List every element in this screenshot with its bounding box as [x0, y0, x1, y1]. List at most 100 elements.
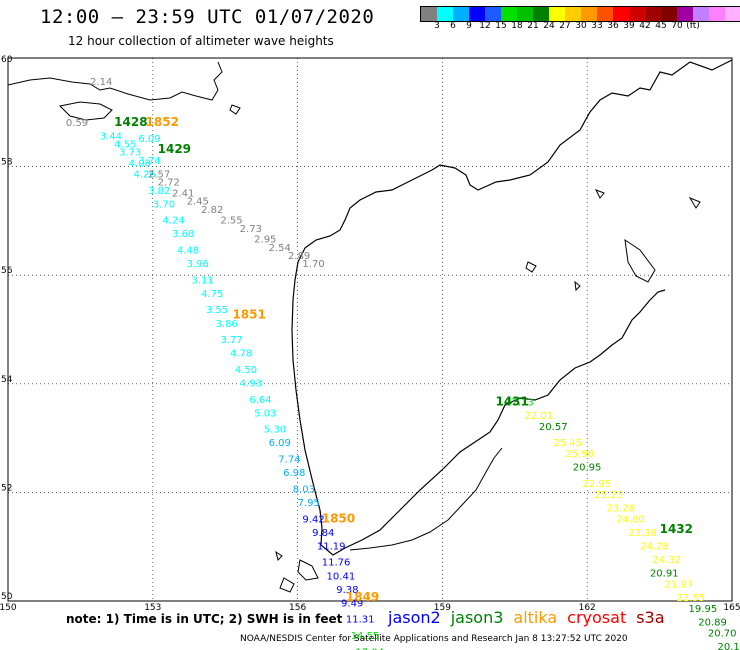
color-scale-label: 18 — [511, 21, 523, 31]
units-note: note: 1) Time is in UTC; 2) SWH is in fe… — [66, 612, 343, 626]
wave-height-value: 2.72 — [158, 178, 180, 189]
wave-height-value: 3.44 — [100, 131, 122, 142]
wave-height-value: 14.55 — [351, 631, 380, 642]
wave-height-value: 9.49 — [341, 598, 363, 609]
color-swatch-9 — [565, 7, 581, 21]
wave-height-value: 3.77 — [220, 335, 242, 346]
wave-height-value: 3.82 — [148, 186, 170, 197]
wave-height-value: 8.03 — [293, 484, 315, 495]
wave-height-value: 7.74 — [278, 455, 300, 466]
wave-height-value: 6.09 — [269, 438, 291, 449]
northern-coastline — [7, 61, 223, 101]
color-swatch-17 — [693, 7, 709, 21]
wave-height-value: 2.82 — [201, 205, 223, 216]
map-subtitle: 12 hour collection of altimeter wave hei… — [68, 34, 334, 48]
wave-height-value: 3.70 — [153, 199, 175, 210]
color-swatch-18 — [709, 7, 725, 21]
wave-height-value: 20.12 — [718, 642, 740, 650]
island-kuril-2 — [279, 577, 295, 593]
satellite-legend: jason2 jason3 altika cryosat s3a — [388, 608, 675, 627]
wave-height-value: 4.55 — [114, 140, 136, 151]
wave-height-value: 22.55 — [676, 593, 705, 604]
color-swatch-5 — [501, 7, 517, 21]
wave-height-value: 6.09 — [138, 134, 160, 145]
wave-height-value: 17.04 — [356, 647, 385, 650]
color-swatch-3 — [469, 7, 485, 21]
northern-lake — [229, 104, 241, 115]
wave-height-value: 11.19 — [317, 541, 346, 552]
longitude-tick-label: 150 — [0, 603, 17, 613]
map-frame — [7, 57, 733, 602]
wave-height-value: 11.31 — [346, 615, 375, 626]
color-scale-label: 39 — [623, 21, 635, 31]
wave-height-value: 3.68 — [172, 229, 194, 240]
wave-height-value: 2.57 — [148, 169, 170, 180]
pass-time-label: 1431 — [495, 395, 528, 409]
legend-jason2: jason2 — [388, 608, 441, 627]
color-scale-label: 24 — [543, 21, 555, 31]
color-swatch-15 — [661, 7, 677, 21]
color-swatch-16 — [677, 7, 693, 21]
island-small-1 — [525, 261, 537, 273]
koni-peninsula — [58, 101, 113, 121]
legend-altika: altika — [513, 608, 558, 627]
wave-height-value: 20.89 — [698, 617, 727, 628]
wave-height-value: 4.50 — [235, 365, 257, 376]
color-scale-label: 30 — [575, 21, 587, 31]
wave-height-value: 2.45 — [187, 197, 209, 208]
pass-time-label: 1428 — [114, 115, 147, 129]
color-scale-label: 3 — [434, 21, 440, 31]
pass-time-label: 1852 — [146, 115, 179, 129]
color-scale-label: 27 — [559, 21, 571, 31]
color-swatch-10 — [581, 7, 597, 21]
color-swatch-19 — [725, 7, 740, 21]
wave-height-value: 4.26 — [133, 169, 155, 180]
color-scale-label: 15 — [495, 21, 507, 31]
wave-height-value: 24.28 — [640, 541, 669, 552]
latitude-tick-label: 60 — [1, 55, 13, 65]
coastline — [7, 59, 733, 593]
wave-height-value: 21.97 — [664, 579, 693, 590]
color-scale-label: 36 — [607, 21, 619, 31]
color-scale-label: 6 — [450, 21, 456, 31]
wave-height-value: 11.76 — [322, 558, 351, 569]
wave-height-value: 7.95 — [298, 498, 320, 509]
color-scale-label: 42 — [639, 21, 651, 31]
graticule — [8, 58, 732, 601]
longitude-tick-label: 162 — [579, 603, 596, 613]
island-kuril-1 — [297, 559, 319, 581]
wave-height-value: 4.78 — [230, 349, 252, 360]
color-swatch-8 — [549, 7, 565, 21]
wave-height-value: 6.98 — [283, 468, 305, 479]
wave-height-value: 20.57 — [539, 422, 568, 433]
wave-height-value: 9.84 — [312, 528, 334, 539]
color-scale-label: 21 — [527, 21, 539, 31]
wave-height-value: 3.96 — [187, 259, 209, 270]
wave-height-value: 19.95 — [689, 604, 718, 615]
longitude-tick-label: 153 — [144, 603, 161, 613]
wave-height-value: 2.73 — [240, 224, 262, 235]
color-swatch-12 — [613, 7, 629, 21]
wave-height-value: 3.73 — [119, 148, 141, 159]
wave-height-value: 3.11 — [191, 275, 213, 286]
color-swatch-6 — [517, 7, 533, 21]
kamchatka-inner-coast — [349, 447, 503, 551]
color-scale-label: (ft) — [686, 21, 700, 31]
wave-height-value: 4.24 — [162, 216, 184, 227]
pass-time-label: 1849 — [346, 590, 379, 604]
island-small-2 — [574, 280, 581, 292]
kamchatka-coastline — [291, 59, 733, 556]
wave-height-value: 2.41 — [172, 188, 194, 199]
axis-ticks: 150 153 156 159 162 165 50 52 54 56 58 60 — [0, 55, 740, 613]
wave-height-value: 2.95 — [254, 235, 276, 246]
wave-height-value: 20.95 — [573, 463, 602, 474]
longitude-tick-label: 156 — [289, 603, 306, 613]
color-scale-label: 70 — [671, 21, 683, 31]
wave-height-value: 22.01 — [524, 411, 553, 422]
wave-height-value: 3.86 — [216, 319, 238, 330]
wave-height-value: 25.45 — [553, 438, 582, 449]
wave-height-value: 20.91 — [650, 569, 679, 580]
source-footer: NOAA/NESDIS Center for Satellite Applica… — [240, 634, 628, 644]
wave-height-value: 3.55 — [206, 305, 228, 316]
